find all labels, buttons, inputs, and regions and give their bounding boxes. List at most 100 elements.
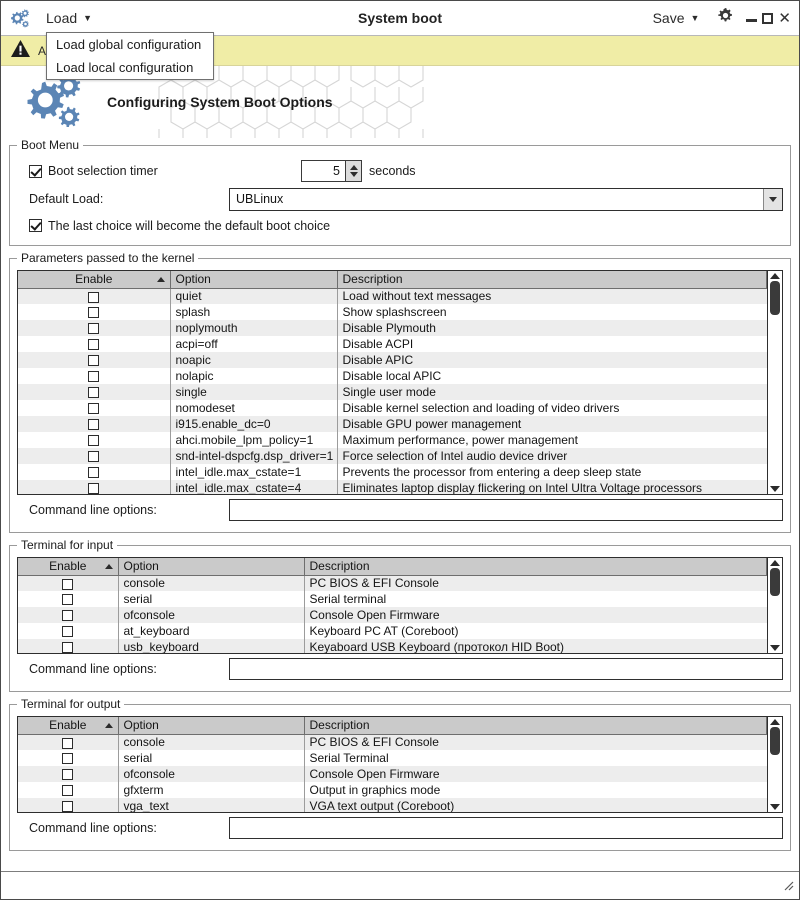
table-row[interactable]: nolapic Disable local APIC — [18, 368, 767, 384]
enable-cell[interactable] — [18, 368, 171, 384]
enable-cell[interactable] — [18, 734, 119, 750]
table-row[interactable]: acpi=off Disable ACPI — [18, 336, 767, 352]
enable-cell[interactable] — [18, 480, 171, 494]
table-row[interactable]: snd-intel-dspcfg.dsp_driver=1 Force selec… — [18, 448, 767, 464]
row-enable-checkbox[interactable] — [88, 323, 100, 335]
enable-cell[interactable] — [18, 432, 171, 448]
enable-cell[interactable] — [18, 416, 171, 432]
kernel-table-scrollbar[interactable] — [767, 271, 782, 494]
enable-cell[interactable] — [18, 766, 119, 782]
table-row[interactable]: ahci.mobile_lpm_policy=1 Maximum performa… — [18, 432, 767, 448]
terminal-output-cmdline-input[interactable] — [229, 817, 783, 839]
table-row[interactable]: intel_idle.max_cstate=4 Eliminates laptop… — [18, 480, 767, 494]
row-enable-checkbox[interactable] — [62, 769, 74, 781]
enable-cell[interactable] — [18, 798, 119, 812]
column-header-option[interactable]: Option — [170, 271, 338, 289]
enable-cell[interactable] — [18, 448, 171, 464]
enable-cell[interactable] — [18, 336, 171, 352]
terminal-output-scrollbar[interactable] — [767, 717, 782, 812]
column-header-option[interactable]: Option — [118, 558, 305, 576]
row-enable-checkbox[interactable] — [88, 387, 100, 399]
menu-item-load-local[interactable]: Load local configuration — [56, 60, 194, 75]
enable-cell[interactable] — [18, 639, 119, 653]
menu-item-load-global[interactable]: Load global configuration — [56, 37, 202, 52]
enable-cell[interactable] — [18, 400, 171, 416]
minimize-icon[interactable] — [746, 18, 758, 22]
load-menu-button[interactable]: Load ▼ — [40, 8, 98, 28]
enable-cell[interactable] — [18, 288, 171, 304]
table-row[interactable]: gfxterm Output in graphics mode — [18, 782, 767, 798]
close-icon[interactable]: ✕ — [778, 9, 791, 27]
column-header-enable[interactable]: Enable — [18, 717, 119, 735]
table-row[interactable]: console PC BIOS & EFI Console — [18, 734, 767, 750]
spinner-down-icon[interactable] — [349, 172, 358, 177]
boot-timer-spinner[interactable]: 5 seconds — [301, 160, 416, 182]
table-row[interactable]: noplymouth Disable Plymouth — [18, 320, 767, 336]
row-enable-checkbox[interactable] — [62, 737, 74, 749]
column-header-enable[interactable]: Enable — [18, 558, 119, 576]
row-enable-checkbox[interactable] — [88, 339, 100, 351]
scroll-down-icon[interactable] — [770, 645, 780, 651]
table-row[interactable]: nomodeset Disable kernel selection and lo… — [18, 400, 767, 416]
table-row[interactable]: noapic Disable APIC — [18, 352, 767, 368]
gear-icon[interactable] — [717, 7, 734, 29]
table-row[interactable]: single Single user mode — [18, 384, 767, 400]
table-row[interactable]: usb_keyboard Keyaboard USB Keyboard (прот… — [18, 639, 767, 653]
spinner-buttons[interactable] — [345, 160, 362, 182]
scroll-down-icon[interactable] — [770, 486, 780, 492]
table-row[interactable]: ofconsole Console Open Firmware — [18, 766, 767, 782]
table-row[interactable]: intel_idle.max_cstate=1 Prevents the proc… — [18, 464, 767, 480]
enable-cell[interactable] — [18, 464, 171, 480]
scroll-up-icon[interactable] — [770, 273, 780, 279]
row-enable-checkbox[interactable] — [62, 626, 74, 638]
enable-cell[interactable] — [18, 623, 119, 639]
spinner-up-icon[interactable] — [349, 165, 358, 170]
scroll-up-icon[interactable] — [770, 560, 780, 566]
row-enable-checkbox[interactable] — [62, 610, 74, 622]
row-enable-checkbox[interactable] — [62, 594, 74, 606]
maximize-icon[interactable] — [762, 12, 774, 24]
row-enable-checkbox[interactable] — [88, 291, 100, 303]
enable-cell[interactable] — [18, 750, 119, 766]
row-enable-checkbox[interactable] — [88, 419, 100, 431]
boot-timer-value[interactable]: 5 — [301, 160, 345, 182]
row-enable-checkbox[interactable] — [88, 371, 100, 383]
table-row[interactable]: console PC BIOS & EFI Console — [18, 575, 767, 591]
table-row[interactable]: splash Show splashscreen — [18, 304, 767, 320]
scrollbar-track[interactable] — [768, 566, 782, 645]
row-enable-checkbox[interactable] — [88, 355, 100, 367]
resize-grip-icon[interactable] — [781, 878, 794, 896]
row-enable-checkbox[interactable] — [62, 785, 74, 797]
row-enable-checkbox[interactable] — [88, 451, 100, 463]
load-dropdown-menu[interactable]: Load global configuration Load local con… — [46, 32, 214, 80]
row-enable-checkbox[interactable] — [62, 642, 74, 653]
row-enable-checkbox[interactable] — [88, 403, 100, 415]
enable-cell[interactable] — [18, 782, 119, 798]
row-enable-checkbox[interactable] — [62, 578, 74, 590]
column-header-description[interactable]: Description — [337, 271, 767, 289]
enable-cell[interactable] — [18, 304, 171, 320]
enable-cell[interactable] — [18, 575, 119, 591]
scroll-up-icon[interactable] — [770, 719, 780, 725]
table-row[interactable]: serial Serial terminal — [18, 591, 767, 607]
table-row[interactable]: at_keyboard Keyboard PC AT (Coreboot) — [18, 623, 767, 639]
enable-cell[interactable] — [18, 591, 119, 607]
enable-cell[interactable] — [18, 352, 171, 368]
scrollbar-thumb[interactable] — [770, 568, 780, 596]
row-enable-checkbox[interactable] — [88, 435, 100, 447]
table-row[interactable]: quiet Load without text messages — [18, 288, 767, 304]
spinner-control[interactable]: 5 — [301, 160, 362, 182]
row-enable-checkbox[interactable] — [62, 753, 74, 765]
row-enable-checkbox[interactable] — [88, 307, 100, 319]
enable-cell[interactable] — [18, 320, 171, 336]
table-row[interactable]: serial Serial Terminal — [18, 750, 767, 766]
row-enable-checkbox[interactable] — [88, 467, 100, 479]
table-row[interactable]: vga_text VGA text output (Coreboot) — [18, 798, 767, 812]
last-choice-checkbox[interactable] — [29, 219, 42, 232]
table-row[interactable]: ofconsole Console Open Firmware — [18, 607, 767, 623]
column-header-description[interactable]: Description — [304, 558, 767, 576]
default-load-select[interactable]: UBLinux — [229, 187, 783, 211]
terminal-input-cmdline-input[interactable] — [229, 658, 783, 680]
table-row[interactable]: i915.enable_dc=0 Disable GPU power manage… — [18, 416, 767, 432]
enable-cell[interactable] — [18, 384, 171, 400]
